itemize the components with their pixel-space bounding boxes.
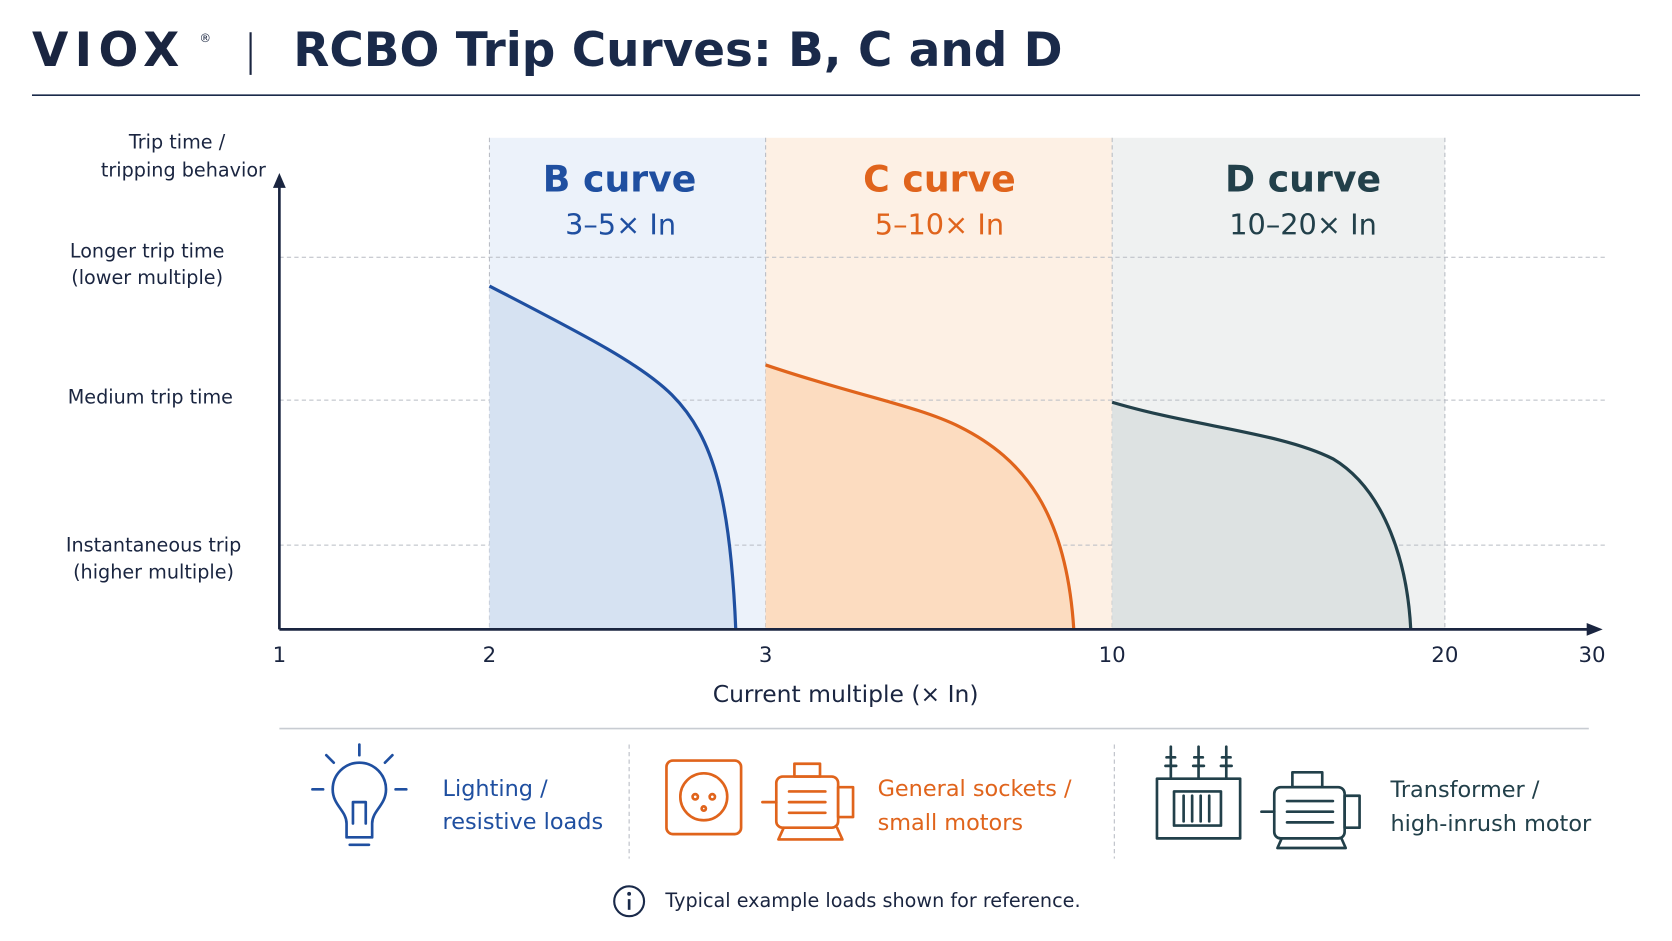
b-curve	[488, 284, 738, 630]
x-tick-label: 1	[273, 643, 287, 668]
y-labels: Trip time / tripping behavior Longer tri…	[66, 131, 266, 584]
y-level: Medium trip time	[68, 385, 233, 408]
curve-range: 5–10× In	[875, 207, 1004, 241]
brand: VIOX	[32, 23, 186, 78]
load-label: resistive loads	[443, 809, 604, 835]
c-curve	[765, 363, 1076, 630]
x-ticks: 1 2 3 10 20 30	[273, 643, 1606, 668]
d-curve	[1111, 400, 1413, 630]
x-tick-label: 10	[1099, 643, 1126, 668]
curve-name: B curve	[543, 158, 697, 201]
curve-range: 10–20× In	[1229, 207, 1377, 241]
x-tick-label: 2	[483, 643, 497, 668]
x-tick-label: 20	[1431, 643, 1458, 668]
load-label: high-inrush motor	[1390, 811, 1592, 837]
brand-mark: ®	[199, 31, 211, 45]
b-area	[489, 286, 736, 630]
bulb-icon	[311, 743, 408, 847]
curve-range: 3–5× In	[565, 207, 676, 241]
curve-name: C curve	[863, 158, 1016, 201]
info-icon	[613, 885, 646, 918]
curve-name: D curve	[1225, 158, 1381, 201]
y-title: Trip time /	[128, 131, 226, 154]
d-area	[1112, 402, 1411, 630]
note: Typical example loads shown for referenc…	[664, 889, 1080, 912]
load-label: General sockets /	[878, 776, 1072, 802]
x-tick-label: 30	[1578, 643, 1605, 668]
x-tick-label: 3	[759, 643, 773, 668]
y-level: (lower multiple)	[71, 266, 223, 289]
x-title: Current multiple (× In)	[713, 680, 979, 708]
transformer-motor-icon	[1155, 745, 1361, 850]
title: RCBO Trip Curves: B, C and D	[293, 23, 1062, 78]
y-level: (higher multiple)	[73, 560, 234, 583]
load-label: Transformer /	[1389, 777, 1539, 803]
c-area	[765, 364, 1074, 630]
axes	[272, 172, 1603, 636]
y-level: Instantaneous trip	[66, 534, 241, 557]
load-label: small motors	[878, 810, 1024, 836]
y-title: tripping behavior	[101, 158, 266, 181]
load-label: Lighting /	[443, 776, 549, 802]
socket-motor-icon	[665, 759, 855, 841]
y-level: Longer trip time	[70, 239, 225, 262]
